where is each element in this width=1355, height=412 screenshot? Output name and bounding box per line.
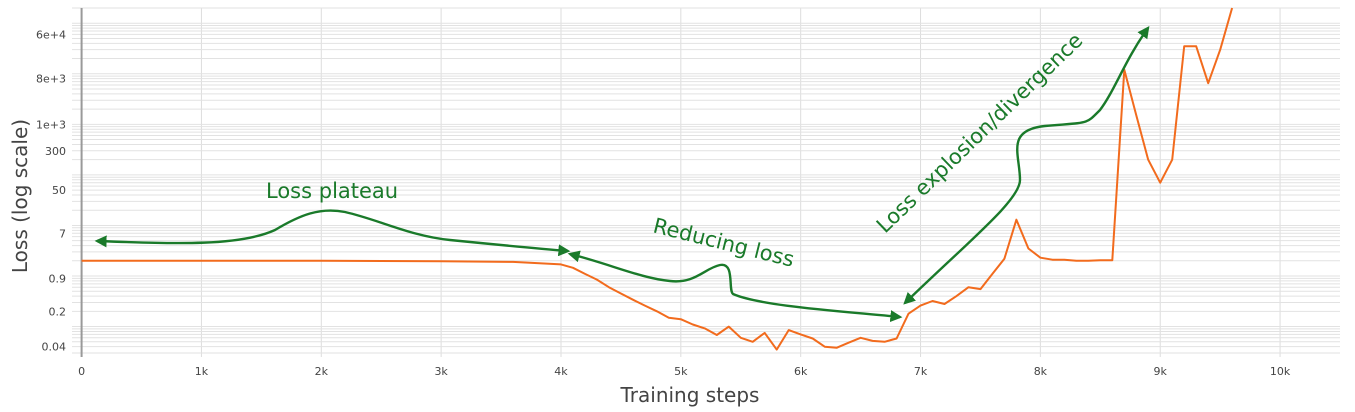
y-gridlines xyxy=(72,7,1340,354)
annotation-reducing: Reducing loss xyxy=(567,214,903,323)
x-tick-label: 1k xyxy=(195,365,209,378)
reducing-label: Reducing loss xyxy=(651,214,797,272)
y-tick-label: 7 xyxy=(59,227,66,240)
x-tick-label: 5k xyxy=(674,365,688,378)
y-tick-label: 0.04 xyxy=(42,341,67,354)
annotation-plateau: Loss plateau xyxy=(94,179,571,257)
x-tick-label: 6k xyxy=(794,365,808,378)
x-tick-label: 8k xyxy=(1034,365,1048,378)
y-tick-label: 50 xyxy=(52,184,66,197)
explosion-label: Loss explosion/divergence xyxy=(872,28,1088,237)
y-tick-label: 0.9 xyxy=(49,272,67,285)
y-tick-label: 6e+4 xyxy=(36,28,66,41)
explosion-arrow xyxy=(903,26,1150,305)
x-tick-label: 4k xyxy=(554,365,568,378)
x-tick-label: 9k xyxy=(1154,365,1168,378)
x-tick-label: 10k xyxy=(1270,365,1291,378)
y-tick-label: 300 xyxy=(45,145,66,158)
y-tick-label: 0.2 xyxy=(49,305,67,318)
x-tick-label: 2k xyxy=(315,365,329,378)
plateau-arrow xyxy=(94,209,571,257)
x-tick-label: 3k xyxy=(434,365,448,378)
x-tick-labels: 0 1k 2k 3k 4k 5k 6k 7k 8k 9k 10k xyxy=(78,365,1291,378)
x-tick-label: 7k xyxy=(914,365,928,378)
x-axis-title: Training steps xyxy=(620,383,760,407)
y-tick-label: 8e+3 xyxy=(36,73,66,86)
plateau-label: Loss plateau xyxy=(266,179,398,203)
x-tick-label: 0 xyxy=(78,365,85,378)
reducing-arrow xyxy=(567,250,903,323)
annotation-explosion: Loss explosion/divergence xyxy=(872,26,1150,305)
y-tick-labels: 0.04 0.2 0.9 7 50 300 1e+3 8e+3 6e+4 xyxy=(36,28,66,353)
y-axis-title: Loss (log scale) xyxy=(8,119,32,273)
y-tick-label: 1e+3 xyxy=(36,118,66,131)
